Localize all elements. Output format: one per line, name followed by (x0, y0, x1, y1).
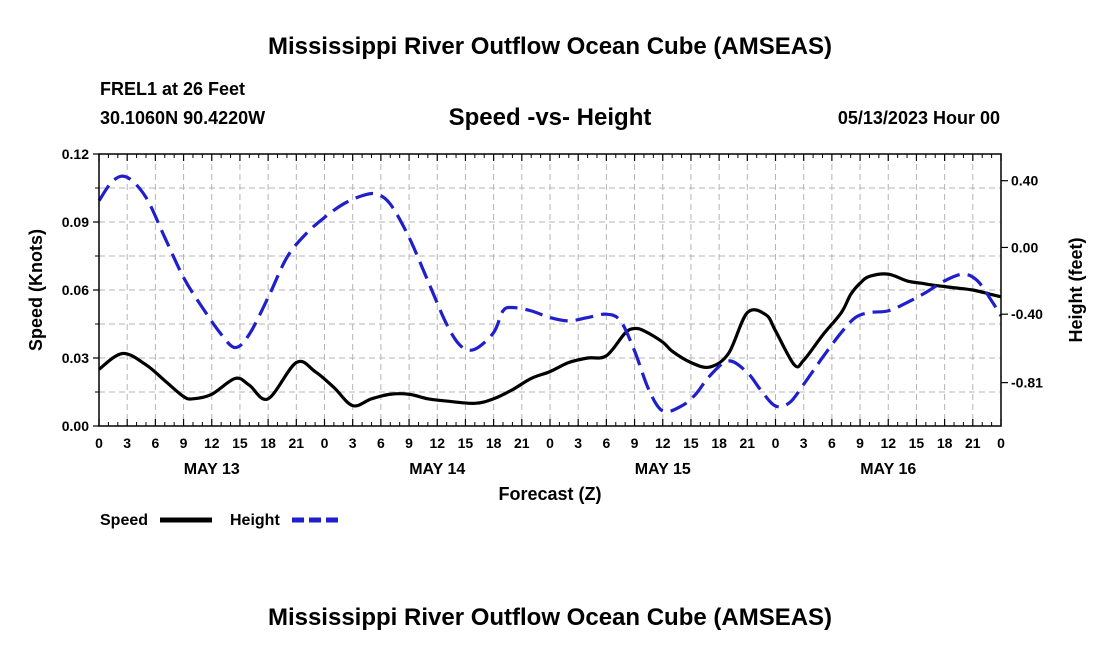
legend-speed-label: Speed (100, 512, 148, 529)
y-tick-label: 0.12 (62, 146, 89, 162)
x-tick-label: 18 (937, 435, 953, 451)
x-tick-label: 9 (631, 435, 639, 451)
x-tick-label: 9 (405, 435, 413, 451)
y2-tick-label: -0.81 (1011, 375, 1043, 391)
x-tick-label: 6 (828, 435, 836, 451)
y-tick-label: 0.03 (62, 350, 89, 366)
day-label: MAY 15 (635, 461, 691, 478)
coords-label: 30.1060N 90.4220W (100, 108, 265, 128)
x-tick-label: 12 (429, 435, 445, 451)
x-tick-label: 0 (997, 435, 1005, 451)
x-tick-label: 0 (772, 435, 780, 451)
x-tick-label: 21 (289, 435, 305, 451)
x-tick-label: 21 (514, 435, 530, 451)
y2-tick-label: 0.40 (1011, 173, 1038, 189)
x-tick-label: 0 (546, 435, 554, 451)
x-tick-label: 9 (180, 435, 188, 451)
footer-title: Mississippi River Outflow Ocean Cube (AM… (268, 604, 832, 631)
x-tick-label: 0 (321, 435, 329, 451)
main-title: Mississippi River Outflow Ocean Cube (AM… (268, 33, 832, 60)
y-tick-label: 0.09 (62, 214, 89, 230)
legend-height-label: Height (230, 512, 280, 529)
y2-tick-label: 0.00 (1011, 239, 1038, 255)
x-tick-label: 18 (711, 435, 727, 451)
x-tick-label: 9 (856, 435, 864, 451)
grid (99, 154, 1001, 426)
x-tick-label: 0 (95, 435, 103, 451)
y-axis-label: Speed (Knots) (26, 229, 46, 351)
x-tick-label: 12 (655, 435, 671, 451)
day-label: MAY 16 (860, 461, 916, 478)
x-tick-label: 15 (458, 435, 474, 451)
x-tick-label: 3 (574, 435, 582, 451)
series-line-height (97, 174, 1003, 414)
x-tick-label: 21 (965, 435, 981, 451)
chart-title: Speed -vs- Height (449, 104, 652, 131)
date-label: 05/13/2023 Hour 00 (838, 108, 1000, 128)
x-tick-label: 3 (800, 435, 808, 451)
x-tick-label: 15 (232, 435, 248, 451)
station-label: FREL1 at 26 Feet (100, 79, 245, 99)
x-tick-label: 12 (880, 435, 896, 451)
y2-tick-label: -0.40 (1011, 306, 1043, 322)
x-tick-label: 6 (602, 435, 610, 451)
y2-axis-label: Height (feet) (1066, 238, 1086, 343)
x-tick-label: 3 (349, 435, 357, 451)
x-tick-label: 18 (260, 435, 276, 451)
day-label: MAY 14 (409, 461, 465, 478)
legend: Speed Height (100, 512, 342, 529)
x-tick-label: 21 (740, 435, 756, 451)
x-tick-label: 18 (486, 435, 502, 451)
x-tick-label: 15 (909, 435, 925, 451)
x-tick-label: 6 (151, 435, 159, 451)
series-layer (97, 174, 1003, 414)
x-tick-label: 15 (683, 435, 699, 451)
x-axis-label: Forecast (Z) (498, 484, 601, 504)
y-tick-label: 0.06 (62, 282, 89, 298)
x-tick-label: 3 (123, 435, 131, 451)
series-line-speed (98, 272, 1002, 408)
x-tick-label: 6 (377, 435, 385, 451)
x-tick-label: 12 (204, 435, 220, 451)
ticks: 0 3 6 9 12 15 18 21 0 3 6 9 12 15 18 21 0 3 6 9 12 15 18 21 0 3 6 9… (62, 146, 1043, 478)
day-label: MAY 13 (184, 461, 240, 478)
y-tick-label: 0.00 (62, 418, 89, 434)
